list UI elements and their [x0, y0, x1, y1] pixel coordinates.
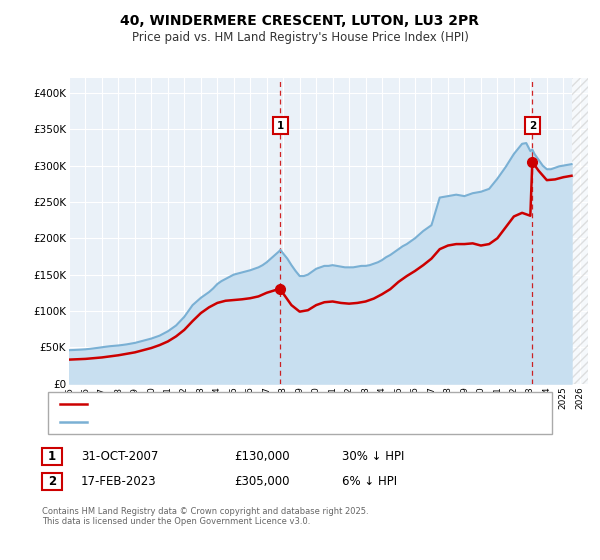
Text: 30% ↓ HPI: 30% ↓ HPI [342, 450, 404, 463]
Text: 1: 1 [277, 120, 284, 130]
Text: 31-OCT-2007: 31-OCT-2007 [81, 450, 158, 463]
Text: Price paid vs. HM Land Registry's House Price Index (HPI): Price paid vs. HM Land Registry's House … [131, 31, 469, 44]
Text: 2: 2 [48, 475, 56, 488]
Text: £305,000: £305,000 [234, 475, 290, 488]
Text: 17-FEB-2023: 17-FEB-2023 [81, 475, 157, 488]
Bar [572, 78, 588, 384]
Text: £130,000: £130,000 [234, 450, 290, 463]
Text: Contains HM Land Registry data © Crown copyright and database right 2025.
This d: Contains HM Land Registry data © Crown c… [42, 507, 368, 526]
Text: 6% ↓ HPI: 6% ↓ HPI [342, 475, 397, 488]
Text: 40, WINDERMERE CRESCENT, LUTON, LU3 2PR (semi-detached house): 40, WINDERMERE CRESCENT, LUTON, LU3 2PR … [93, 399, 437, 409]
Text: 1: 1 [48, 450, 56, 463]
Text: HPI: Average price, semi-detached house, Luton: HPI: Average price, semi-detached house,… [93, 417, 328, 427]
Text: 2: 2 [529, 120, 536, 130]
Text: 40, WINDERMERE CRESCENT, LUTON, LU3 2PR: 40, WINDERMERE CRESCENT, LUTON, LU3 2PR [121, 14, 479, 28]
